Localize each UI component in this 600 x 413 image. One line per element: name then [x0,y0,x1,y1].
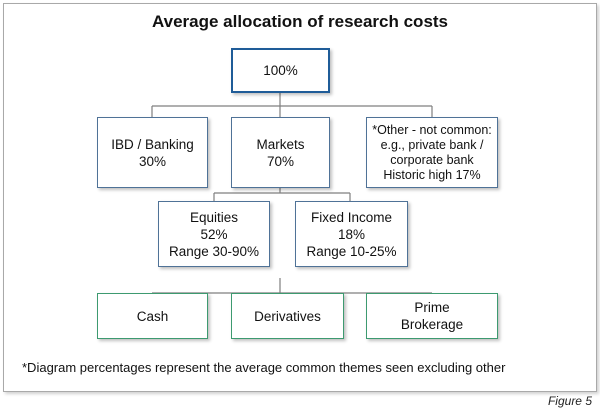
node-root: 100% [231,48,330,93]
node-cash: Cash [97,293,208,339]
node-ibd-banking: IBD / Banking 30% [97,117,208,188]
diagram-title: Average allocation of research costs [151,12,449,31]
node-equities-label: Equities 52% Range 30-90% [168,209,260,259]
node-root-label: 100% [263,63,298,78]
node-derivatives-label: Derivatives [254,308,321,324]
node-equities: Equities 52% Range 30-90% [158,201,270,267]
node-ibd-banking-label: IBD / Banking 30% [111,136,194,169]
node-prime-brokerage: Prime Brokerage [366,293,498,339]
node-markets: Markets 70% [231,117,330,188]
node-cash-label: Cash [136,308,169,324]
node-markets-label: Markets 70% [256,136,305,169]
node-other-label: *Other - not common: e.g., private bank … [372,122,492,182]
footnote: *Diagram percentages represent the avera… [22,360,506,375]
node-other: *Other - not common: e.g., private bank … [366,117,498,188]
node-prime-brokerage-label: Prime Brokerage [400,300,464,332]
figure-label: Figure 5 [547,394,592,408]
node-derivatives: Derivatives [231,293,344,339]
node-fixed-income: Fixed Income 18% Range 10-25% [295,201,408,267]
node-fixed-income-label: Fixed Income 18% Range 10-25% [306,209,397,259]
